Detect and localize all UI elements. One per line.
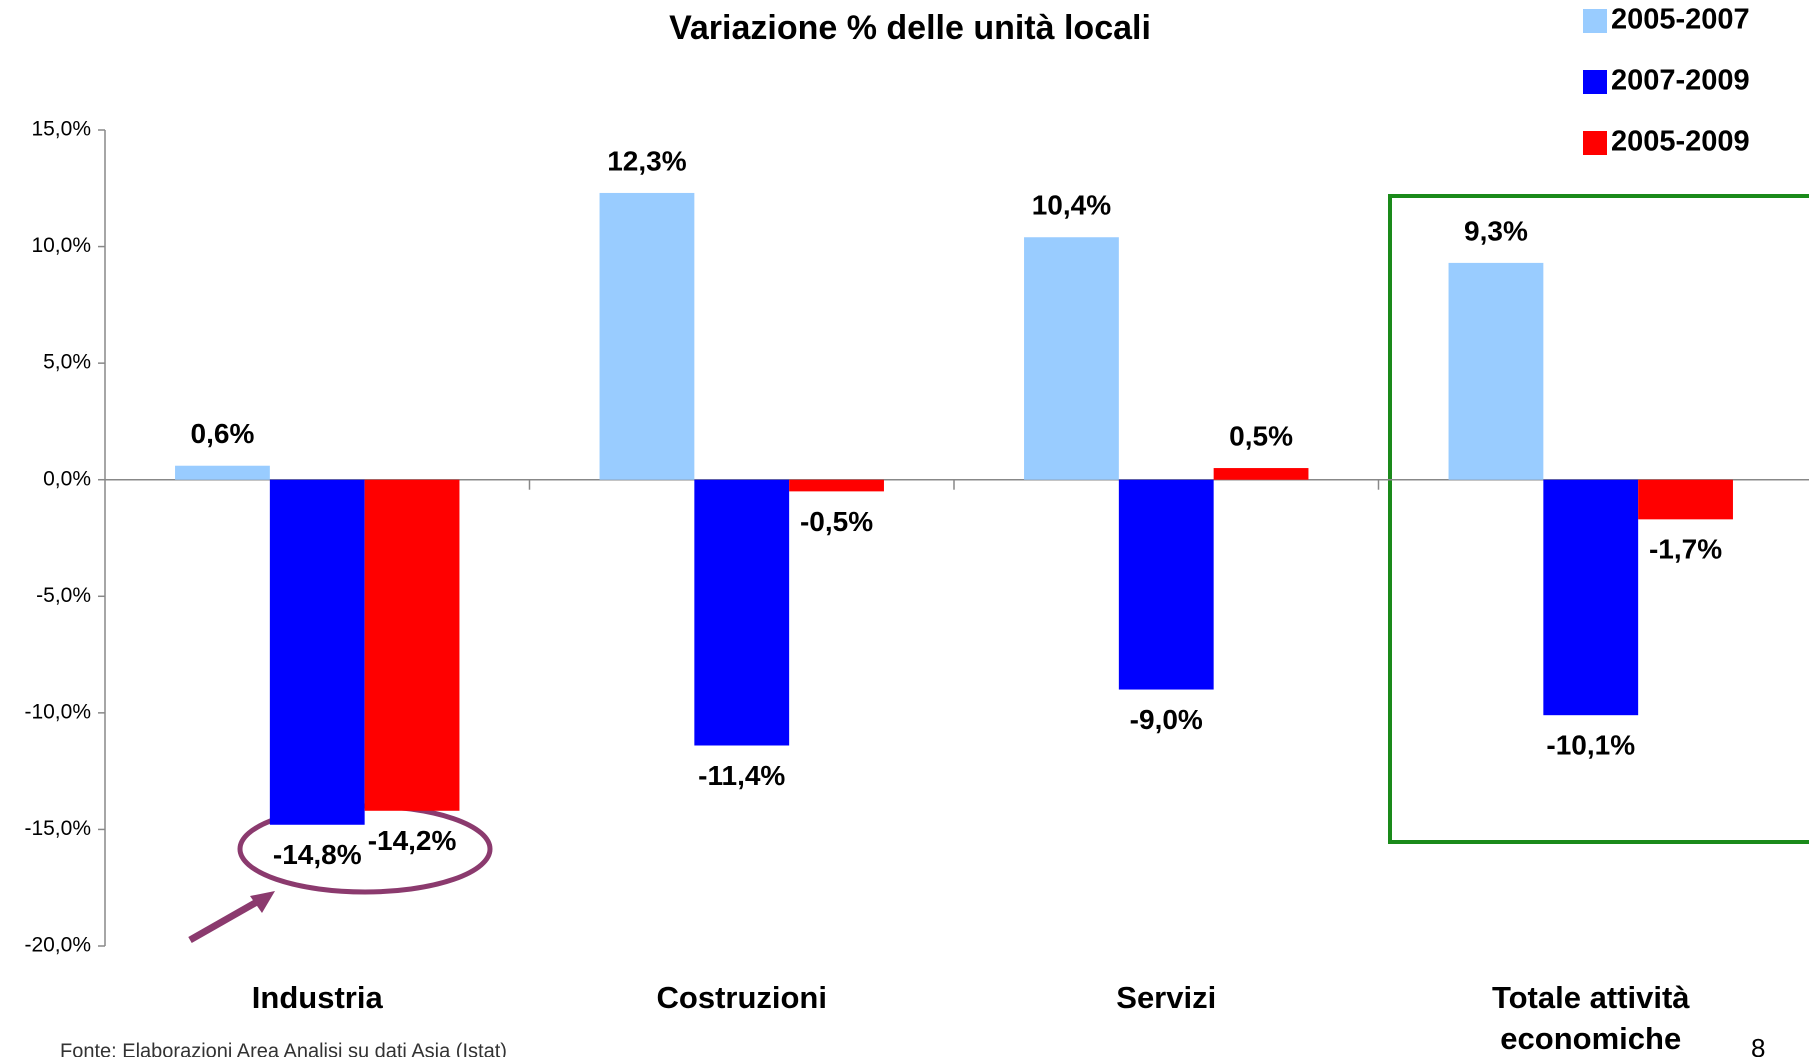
legend-label: 2005-2007 [1611,4,1750,36]
data-label: 12,3% [607,145,686,176]
chart-title: Variazione % delle unità locali [669,9,1151,47]
highlight-box [1388,194,1809,844]
y-tick-label: -20,0% [24,934,91,957]
data-label: -14,2% [368,825,457,856]
bar [1448,262,1544,480]
bar [1638,479,1733,520]
x-tick-label: Costruzioni [656,980,828,1015]
legend-swatch [1583,131,1607,155]
bar [1543,479,1639,716]
bar [1024,237,1119,480]
legend-label: 2005-2009 [1611,126,1750,158]
data-label: 0,5% [1229,420,1293,451]
page-number: 8 [1751,1033,1765,1057]
legend-swatch [1583,70,1607,94]
data-label: -9,0% [1130,704,1203,735]
data-label: 9,3% [1464,215,1528,246]
data-label: -10,1% [1546,730,1635,761]
bar [599,192,695,480]
bar [694,479,790,746]
y-tick-label: 10,0% [31,234,91,257]
arrow-head [250,891,275,913]
legend-label: 2007-2009 [1611,65,1750,97]
y-tick-label: 15,0% [31,118,91,141]
bar [789,479,884,492]
data-label: 0,6% [191,418,255,449]
y-tick-label: 0,0% [43,467,91,490]
bar [1213,468,1309,480]
source-note: Fonte: Elaborazioni Area Analisi su dati… [60,1040,507,1057]
bar [364,479,460,811]
y-tick-label: -15,0% [24,817,91,840]
bar [175,465,270,480]
data-label: -14,8% [273,839,362,870]
arrow-shaft [188,895,264,944]
y-tick-label: -10,0% [24,700,91,723]
data-label: -11,4% [698,760,785,791]
data-label: -0,5% [800,506,873,537]
bar [1118,479,1214,690]
data-label: 10,4% [1032,190,1111,221]
x-tick-label: Servizi [1116,980,1217,1015]
bar [269,479,365,825]
legend-swatch [1583,9,1607,33]
y-tick-label: -5,0% [36,584,91,607]
y-tick-label: 5,0% [43,351,91,374]
x-tick-label: Totale attività economiche [1491,980,1690,1056]
x-tick-label: Industria [251,980,383,1015]
data-label: -1,7% [1649,534,1722,565]
